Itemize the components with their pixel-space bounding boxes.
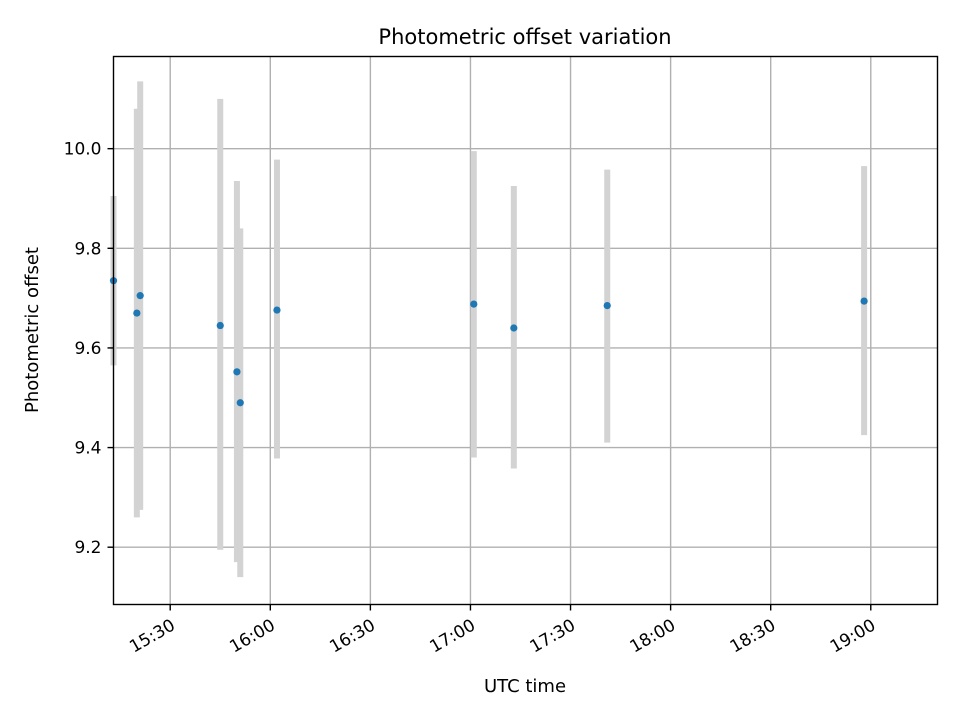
x-axis-label: UTC time bbox=[484, 676, 566, 697]
x-tick-label: 15:30 bbox=[126, 616, 178, 658]
x-tick-label: 18:30 bbox=[727, 616, 779, 658]
x-axis-ticks: 15:30 16:00 16:30 17:00 17:30 18:00 18:30 19:00 bbox=[126, 604, 879, 658]
x-tick-label: 16:30 bbox=[326, 616, 378, 658]
data-point bbox=[603, 301, 611, 310]
chart-title: Photometric offset variation bbox=[378, 25, 671, 49]
x-tick-label: 17:00 bbox=[427, 616, 479, 658]
x-tick-label: 17:30 bbox=[527, 616, 579, 658]
y-axis-label: Photometric offset bbox=[22, 247, 43, 413]
data-point bbox=[216, 321, 224, 330]
x-tick-label: 19:00 bbox=[827, 616, 879, 658]
data-point bbox=[860, 297, 868, 305]
plot-area-frame bbox=[112, 55, 939, 606]
data-point bbox=[510, 324, 518, 332]
grid-lines bbox=[113, 56, 938, 605]
data-point bbox=[236, 399, 244, 407]
y-tick-label: 9.4 bbox=[74, 439, 101, 459]
data-point bbox=[233, 368, 241, 376]
x-tick-label: 16:00 bbox=[226, 616, 278, 658]
y-tick-label: 9.2 bbox=[74, 538, 101, 558]
y-tick-label: 9.6 bbox=[74, 339, 101, 359]
data-point bbox=[133, 309, 141, 317]
y-axis-ticks: 9.2 9.4 9.6 9.8 10.0 bbox=[64, 140, 114, 558]
data-point bbox=[273, 306, 281, 314]
y-tick-label: 10.0 bbox=[64, 140, 102, 160]
data-point bbox=[136, 292, 144, 300]
x-tick-label: 18:00 bbox=[627, 616, 679, 658]
y-tick-label: 9.8 bbox=[74, 239, 101, 259]
data-points bbox=[109, 277, 868, 407]
error-bars bbox=[110, 81, 868, 578]
data-point bbox=[470, 300, 478, 308]
